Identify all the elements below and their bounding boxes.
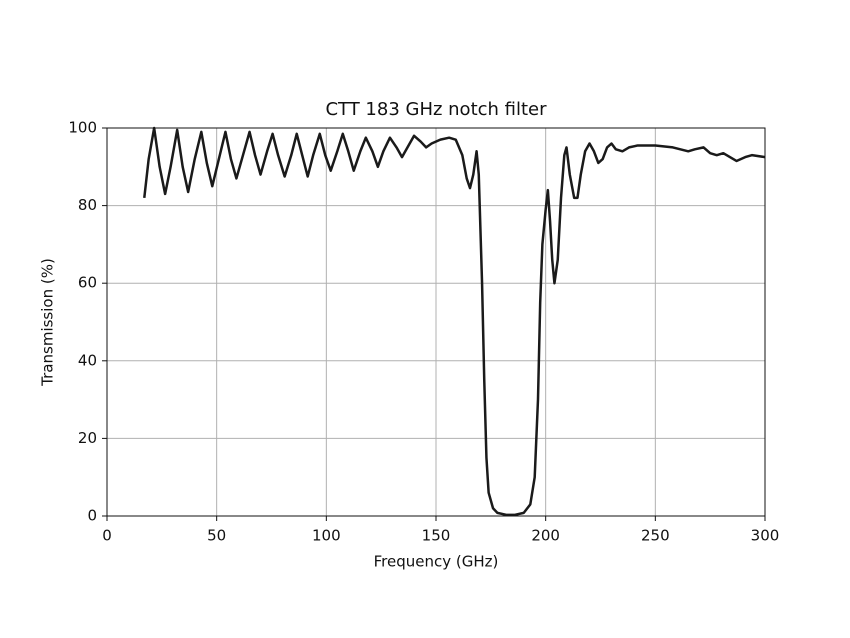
- y-axis-label: Transmission (%): [39, 258, 57, 387]
- y-tick-label: 20: [78, 429, 97, 447]
- x-tick-label: 50: [207, 527, 226, 545]
- x-tick-label: 250: [641, 527, 670, 545]
- y-tick-label: 40: [78, 351, 97, 369]
- y-tick-label: 60: [78, 274, 97, 292]
- x-tick-label: 200: [531, 527, 560, 545]
- y-tick-label: 80: [78, 196, 97, 214]
- data-line: [143, 126, 766, 517]
- plot-frame: [106, 127, 766, 517]
- y-tick-label: 100: [68, 119, 97, 137]
- x-axis-label: Frequency (GHz): [374, 553, 499, 571]
- x-tick-label: 150: [422, 527, 451, 545]
- x-tick-label: 0: [102, 527, 112, 545]
- chart-title: CTT 183 GHz notch filter: [325, 99, 547, 120]
- x-tick-label: 100: [312, 527, 341, 545]
- y-tick-label: 0: [87, 507, 97, 525]
- x-tick-label: 300: [751, 527, 780, 545]
